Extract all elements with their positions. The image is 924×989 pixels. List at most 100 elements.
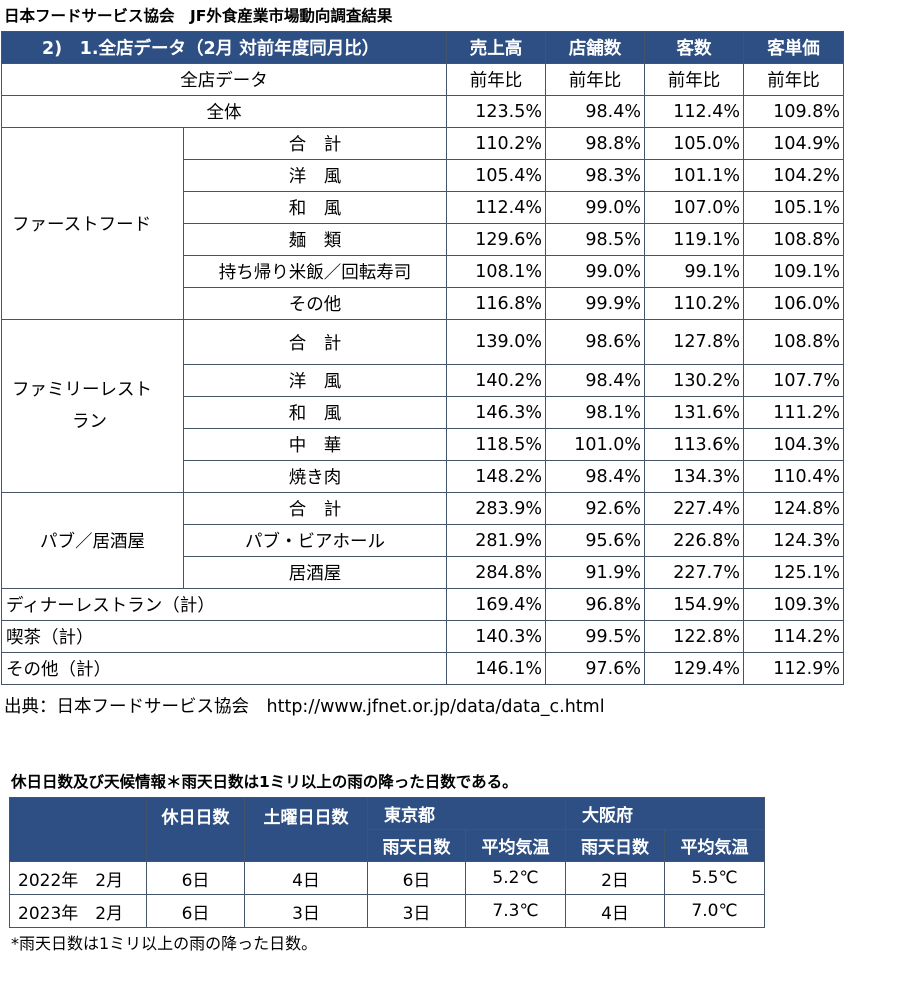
table-row: 中 華 118.5% 101.0% 113.6% 104.3%	[2, 428, 844, 461]
footnote: *雨天日数は1ミリ以上の雨の降った日数。	[11, 934, 318, 953]
value-cell: 101.1%	[644, 159, 744, 192]
table-row: その他 116.8% 99.9% 110.2% 106.0%	[2, 287, 844, 320]
value-cell: 4日	[565, 894, 665, 928]
value-cell: 109.3%	[743, 588, 844, 621]
row-label: 合 計	[183, 127, 447, 160]
table-row: ファミリーレスト ラン 合 計 139.0% 98.6% 127.8% 108.…	[1, 319, 844, 493]
value-cell: 116.8%	[446, 287, 546, 320]
value-cell: 105.4%	[446, 159, 546, 192]
value-cell: 98.4%	[545, 95, 645, 128]
col-header-holidays: 休日日数	[146, 797, 245, 862]
value-cell: 5.2℃	[465, 861, 566, 895]
subheader-cell: 前年比	[644, 63, 744, 96]
value-cell: 139.0%	[446, 319, 546, 365]
row-label: 麺 類	[183, 223, 447, 256]
row-label: その他（計）	[1, 652, 447, 685]
value-cell: 98.4%	[545, 460, 645, 493]
value-cell: 5.5℃	[664, 861, 765, 895]
value-cell: 2日	[565, 861, 665, 895]
weather-header-row: 休日日数 土曜日日数 東京都 大阪府	[9, 797, 765, 862]
table-row: 麺 類 129.6% 98.5% 119.1% 108.8%	[2, 223, 844, 256]
value-cell: 226.8%	[644, 524, 744, 557]
value-cell: 92.6%	[545, 492, 645, 525]
row-label: 焼き肉	[183, 460, 447, 493]
value-cell: 284.8%	[446, 556, 546, 589]
value-cell: 107.0%	[644, 191, 744, 224]
value-cell: 130.2%	[644, 364, 744, 397]
all-store-data-table: 2) 1.全店データ（2月 対前年度同月比） 売上高 店舗数 客数 客単価 全店…	[1, 31, 844, 685]
value-cell: 97.6%	[545, 652, 645, 685]
table-row: パブ・ビアホール 281.9% 95.6% 226.8% 124.3%	[2, 524, 844, 557]
value-cell: 127.8%	[644, 319, 744, 365]
col-header-spend: 客単価	[743, 31, 844, 64]
value-cell: 129.6%	[446, 223, 546, 256]
row-label: 和 風	[183, 396, 447, 429]
value-cell: 91.9%	[545, 556, 645, 589]
value-cell: 6日	[146, 861, 245, 895]
row-label: 全体	[1, 95, 447, 128]
value-cell: 124.3%	[743, 524, 844, 557]
value-cell: 119.1%	[644, 223, 744, 256]
value-cell: 108.8%	[743, 223, 844, 256]
value-cell: 98.8%	[545, 127, 645, 160]
value-cell: 7.0℃	[664, 894, 765, 928]
value-cell: 107.7%	[743, 364, 844, 397]
table-row: 2022年 2月 6日 4日 6日 5.2℃ 2日 5.5℃	[9, 861, 765, 895]
row-label: ディナーレストラン（計）	[1, 588, 447, 621]
value-cell: 114.2%	[743, 620, 844, 653]
row-label: 持ち帰り米飯／回転寿司	[183, 255, 447, 288]
value-cell: 123.5%	[446, 95, 546, 128]
table-row: 洋 風 105.4% 98.3% 101.1% 104.2%	[2, 159, 844, 192]
col-header-customers: 客数	[644, 31, 744, 64]
source-citation: 出典：日本フードサービス協会 http://www.jfnet.or.jp/da…	[4, 697, 605, 717]
table-row: 居酒屋 284.8% 91.9% 227.7% 125.1%	[2, 556, 844, 589]
value-cell: 118.5%	[446, 428, 546, 461]
table-row: ファーストフード 合 計 110.2% 98.8% 105.0% 104.9%	[1, 127, 844, 320]
col-header-tokyo-temp: 平均気温	[465, 829, 566, 862]
value-cell: 104.2%	[743, 159, 844, 192]
value-cell: 148.2%	[446, 460, 546, 493]
value-cell: 99.0%	[545, 191, 645, 224]
table-row: 喫茶（計） 140.3% 99.5% 122.8% 114.2%	[1, 620, 844, 653]
value-cell: 140.2%	[446, 364, 546, 397]
value-cell: 6日	[367, 861, 466, 895]
value-cell: 105.1%	[743, 191, 844, 224]
row-label: 合 計	[183, 492, 447, 525]
weather-table: 休日日数 土曜日日数 東京都 大阪府 雨天日数 平均気温 雨天日数 平均気温 2…	[9, 797, 765, 928]
group-label-pub: パブ／居酒屋	[1, 492, 184, 589]
value-cell: 124.8%	[743, 492, 844, 525]
row-label: 洋 風	[183, 159, 447, 192]
value-cell: 108.1%	[446, 255, 546, 288]
col-header-osaka: 大阪府	[565, 797, 765, 830]
value-cell: 110.2%	[644, 287, 744, 320]
value-cell: 104.3%	[743, 428, 844, 461]
value-cell: 108.8%	[743, 319, 844, 365]
table-row: パブ／居酒屋 合 計 283.9% 92.6% 227.4% 124.8%	[1, 492, 844, 589]
subheader-cell: 前年比	[743, 63, 844, 96]
table-row: 持ち帰り米飯／回転寿司 108.1% 99.0% 99.1% 109.1%	[2, 255, 844, 288]
table-header-row: 2) 1.全店データ（2月 対前年度同月比） 売上高 店舗数 客数 客単価	[1, 31, 844, 64]
value-cell: 281.9%	[446, 524, 546, 557]
value-cell: 98.3%	[545, 159, 645, 192]
col-header-osaka-rain: 雨天日数	[565, 829, 665, 862]
value-cell: 134.3%	[644, 460, 744, 493]
value-cell: 109.1%	[743, 255, 844, 288]
row-label: パブ・ビアホール	[183, 524, 447, 557]
col-header-osaka-temp: 平均気温	[664, 829, 765, 862]
table-row-overall: 全体 123.5% 98.4% 112.4% 109.8%	[1, 95, 844, 128]
subheader-label: 全店データ	[1, 63, 447, 96]
value-cell: 227.7%	[644, 556, 744, 589]
value-cell: 146.1%	[446, 652, 546, 685]
value-cell: 122.8%	[644, 620, 744, 653]
col-header-stores: 店舗数	[545, 31, 645, 64]
value-cell: 101.0%	[545, 428, 645, 461]
subheader-cell: 前年比	[545, 63, 645, 96]
value-cell: 3日	[367, 894, 466, 928]
value-cell: 99.5%	[545, 620, 645, 653]
row-label: その他	[183, 287, 447, 320]
value-cell: 112.9%	[743, 652, 844, 685]
value-cell: 125.1%	[743, 556, 844, 589]
table-row: ディナーレストラン（計） 169.4% 96.8% 154.9% 109.3%	[1, 588, 844, 621]
value-cell: 105.0%	[644, 127, 744, 160]
value-cell: 112.4%	[446, 191, 546, 224]
